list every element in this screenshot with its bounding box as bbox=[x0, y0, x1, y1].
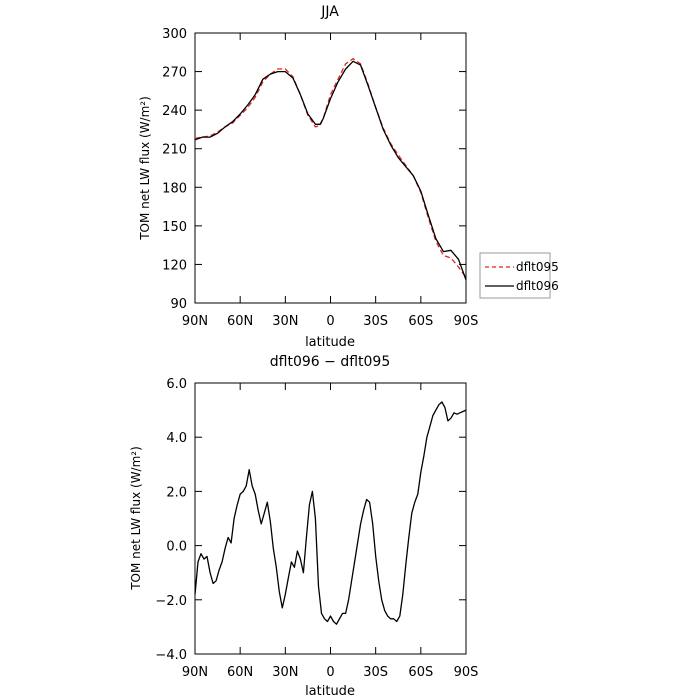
bottom-y-tick-label: 4.0 bbox=[166, 431, 187, 446]
top-x-tick-label: 90S bbox=[454, 314, 479, 329]
top-y-tick-label: 240 bbox=[162, 104, 187, 119]
top-y-tick-label: 210 bbox=[162, 143, 187, 158]
bottom-x-tick-label: 60N bbox=[227, 665, 253, 680]
top-y-tick-label: 300 bbox=[162, 27, 187, 42]
legend-box bbox=[479, 252, 551, 299]
bottom-x-tick-label: 90N bbox=[182, 665, 208, 680]
top-x-axis: 90N 60N 30N 0 30S 60S 90S bbox=[182, 33, 479, 329]
bottom-y-tick-label: 6.0 bbox=[166, 377, 187, 392]
bottom-plot-frame bbox=[194, 382, 467, 655]
legend-label-dflt095: dflt095 bbox=[516, 260, 559, 274]
bottom-x-tick-label: 60S bbox=[408, 665, 433, 680]
top-x-tick-label: 90N bbox=[182, 314, 208, 329]
top-x-tick-label: 60N bbox=[227, 314, 253, 329]
top-y-tick-label: 180 bbox=[162, 181, 187, 196]
top-plot-frame bbox=[194, 32, 467, 304]
top-series-line-dflt096 bbox=[194, 60, 467, 281]
top-panel: JJA 90 120 150 180 210 240 270 300 90N 60N 30N 0 30… bbox=[138, 4, 559, 350]
top-y-tick-label: 150 bbox=[162, 220, 187, 235]
bottom-panel: dflt096 − dflt095 −4.0 −2.0 0.0 2.0 4.0 6.0 9… bbox=[129, 354, 478, 699]
bottom-y-tick-label: −4.0 bbox=[155, 648, 187, 663]
bottom-y-tick-label: 2.0 bbox=[166, 485, 187, 500]
top-x-tick-label: 60S bbox=[408, 314, 433, 329]
bottom-y-tick-label: 0.0 bbox=[166, 540, 187, 555]
bottom-x-tick-label: 30N bbox=[272, 665, 298, 680]
top-series-group bbox=[194, 58, 467, 281]
bottom-x-axis: 90N 60N 30N 0 30S 60S 90S bbox=[182, 383, 479, 680]
bottom-y-tick-label: −2.0 bbox=[155, 594, 187, 609]
top-x-tick-label: 30S bbox=[363, 314, 388, 329]
bottom-y-axis: −4.0 −2.0 0.0 2.0 4.0 6.0 bbox=[155, 377, 466, 663]
bottom-series-group bbox=[194, 401, 467, 625]
bottom-y-axis-label: TOM net LW flux (W/m²) bbox=[129, 446, 143, 591]
bottom-series-line-0 bbox=[194, 401, 467, 625]
top-series-line-dflt095 bbox=[194, 58, 467, 278]
bottom-x-axis-label: latitude bbox=[305, 684, 355, 699]
top-chart-title: JJA bbox=[320, 4, 339, 20]
top-y-axis-label: TOM net LW flux (W/m²) bbox=[138, 96, 152, 241]
top-y-tick-label: 270 bbox=[162, 66, 187, 81]
top-x-tick-label: 30N bbox=[272, 314, 298, 329]
bottom-x-tick-label: 90S bbox=[454, 665, 479, 680]
top-x-axis-label: latitude bbox=[305, 335, 355, 350]
top-y-axis: 90 120 150 180 210 240 270 300 bbox=[162, 27, 466, 312]
top-y-tick-label: 90 bbox=[170, 297, 187, 312]
top-x-tick-label: 0 bbox=[326, 314, 334, 329]
bottom-x-tick-label: 30S bbox=[363, 665, 388, 680]
legend: dflt095 dflt096 bbox=[479, 252, 559, 299]
legend-label-dflt096: dflt096 bbox=[516, 279, 559, 293]
bottom-chart-title: dflt096 − dflt095 bbox=[270, 354, 390, 370]
top-y-tick-label: 120 bbox=[162, 258, 187, 273]
bottom-x-tick-label: 0 bbox=[326, 665, 334, 680]
